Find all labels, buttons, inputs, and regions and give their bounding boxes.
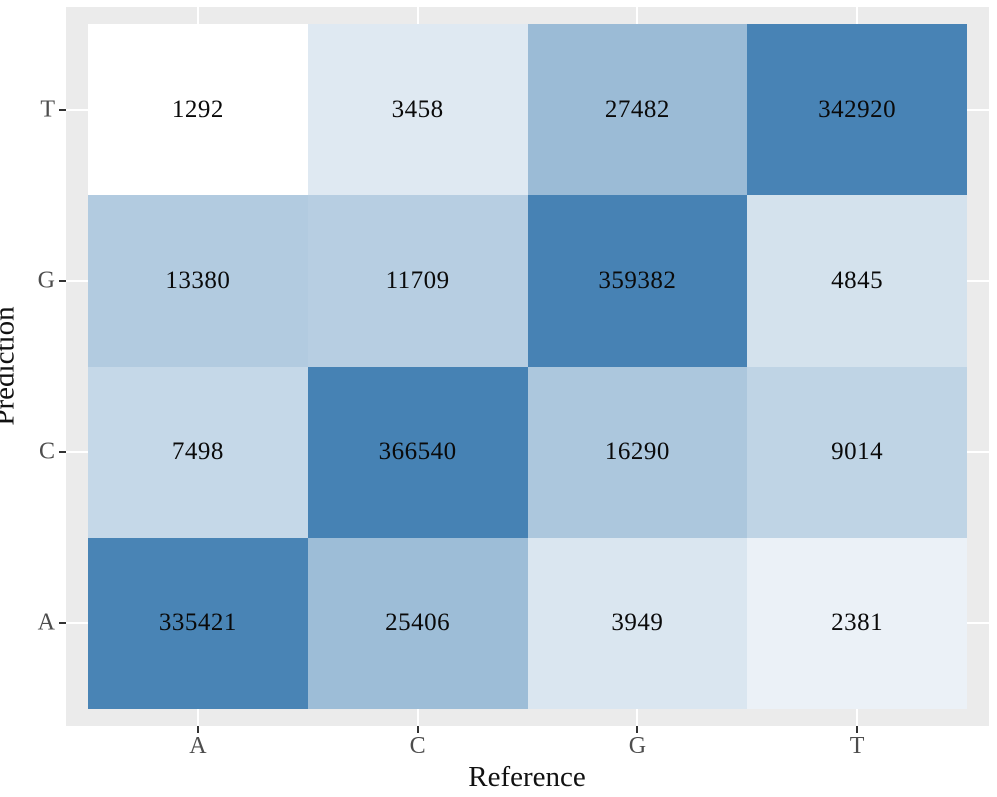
cell-value: 2381 — [831, 609, 884, 637]
cell-value: 27482 — [604, 95, 670, 123]
x-axis-title: Reference — [468, 761, 586, 793]
heatmap-cell-C-C: 366540 — [307, 366, 528, 538]
cell-value: 335421 — [158, 609, 237, 637]
heatmap-cell-C-T: 9014 — [747, 366, 967, 538]
y-tick-mark — [59, 279, 66, 282]
x-tick-mark — [856, 726, 859, 733]
y-tick-mark — [59, 451, 66, 454]
x-tick-label-G: G — [628, 733, 647, 759]
heatmap-cell-T-T: 342920 — [747, 24, 967, 196]
heatmap-cell-G-T: 4845 — [747, 195, 967, 367]
y-tick-label-G: G — [37, 267, 55, 294]
heatmap-cell-T-G: 27482 — [527, 24, 748, 196]
cell-value: 1292 — [171, 95, 224, 123]
y-tick-label-T: T — [40, 96, 55, 123]
heatmap-cell-G-A: 13380 — [88, 195, 308, 367]
y-tick-label-A: A — [37, 609, 55, 636]
cell-value: 16290 — [604, 438, 670, 466]
y-axis-title: Prediction — [0, 306, 21, 426]
cell-value: 359382 — [598, 266, 677, 294]
cell-value: 3458 — [391, 95, 444, 123]
heatmap-cell-T-C: 3458 — [307, 24, 528, 196]
x-tick-mark — [196, 726, 199, 733]
cell-value: 4845 — [831, 266, 884, 294]
heatmap-cell-C-A: 7498 — [88, 366, 308, 538]
heatmap-cell-G-G: 359382 — [527, 195, 748, 367]
y-tick-mark — [59, 108, 66, 111]
x-tick-mark — [636, 726, 639, 733]
cell-value: 13380 — [165, 266, 231, 294]
cell-value: 342920 — [818, 95, 897, 123]
heatmap-cell-T-A: 1292 — [88, 24, 308, 196]
x-tick-label-T: T — [849, 733, 865, 759]
heatmap-cell-A-T: 2381 — [747, 537, 967, 709]
cell-value: 11709 — [385, 266, 450, 294]
x-tick-label-A: A — [189, 733, 207, 759]
heatmap-cell-A-A: 335421 — [88, 537, 308, 709]
cell-value: 366540 — [378, 438, 457, 466]
heatmap-cell-G-C: 11709 — [307, 195, 528, 367]
heatmap-cell-C-G: 16290 — [527, 366, 748, 538]
y-tick-label-C: C — [38, 438, 55, 465]
cell-value: 25406 — [385, 609, 451, 637]
heatmap-cell-A-G: 3949 — [527, 537, 748, 709]
cell-value: 3949 — [611, 609, 664, 637]
heatmap-cell-A-C: 25406 — [307, 537, 528, 709]
x-tick-mark — [416, 726, 419, 733]
cell-value: 7498 — [171, 438, 224, 466]
cell-value: 9014 — [831, 438, 884, 466]
heatmap-panel: 1292 3458 27482 342920 13380 11709 359382 4845 7… — [66, 7, 989, 726]
y-tick-mark — [59, 622, 66, 625]
x-tick-label-C: C — [409, 733, 426, 759]
